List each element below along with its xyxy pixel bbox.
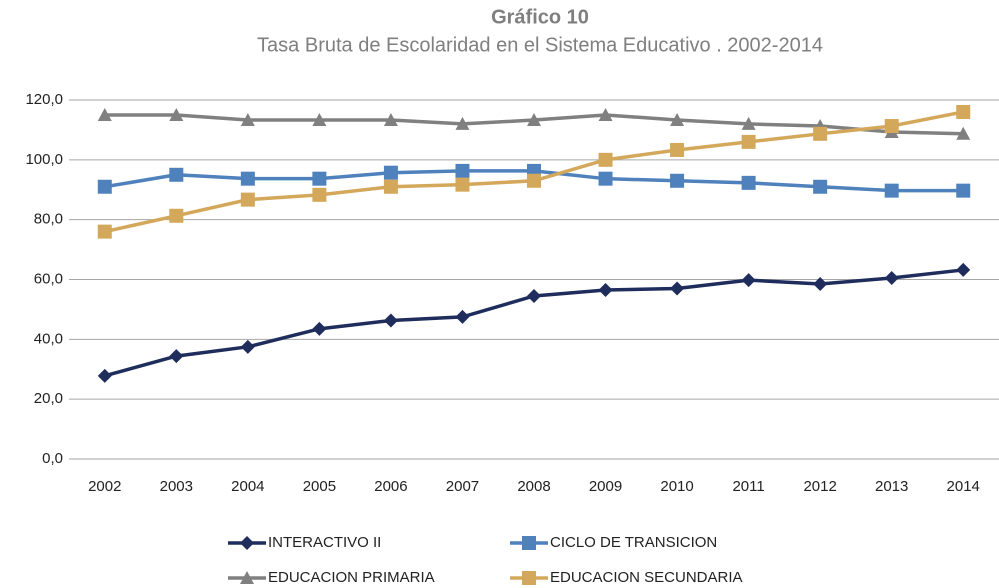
x-tick-label: 2005 xyxy=(303,478,336,495)
x-tick-label: 2011 xyxy=(732,478,764,495)
y-tick-label: 40,0 xyxy=(34,330,63,347)
data-point xyxy=(169,167,184,182)
data-point xyxy=(383,165,398,180)
data-point xyxy=(598,107,613,121)
data-point xyxy=(383,313,398,328)
data-point xyxy=(169,208,184,223)
data-point xyxy=(741,134,756,149)
data-point xyxy=(670,113,685,127)
data-point xyxy=(97,107,112,121)
data-point xyxy=(240,171,255,186)
data-point xyxy=(884,119,899,134)
data-point xyxy=(813,179,828,194)
data-point xyxy=(956,262,971,277)
x-tick-label: 2007 xyxy=(446,478,479,495)
legend-marker xyxy=(522,536,536,550)
x-tick-label: 2006 xyxy=(374,478,407,495)
data-point xyxy=(169,107,184,121)
legend-marker xyxy=(240,536,254,550)
data-point xyxy=(312,171,327,186)
data-point xyxy=(97,224,112,239)
legend-label: EDUCACION PRIMARIA xyxy=(268,569,435,586)
data-point xyxy=(956,104,971,119)
data-point xyxy=(598,282,613,297)
data-point xyxy=(527,288,541,303)
y-tick-label: 80,0 xyxy=(34,211,63,228)
data-point xyxy=(312,187,327,202)
data-point xyxy=(97,179,112,194)
data-point xyxy=(956,126,971,140)
data-point xyxy=(455,163,470,178)
y-tick-label: 0,0 xyxy=(42,450,63,467)
data-point xyxy=(527,113,541,127)
data-point xyxy=(813,276,828,291)
x-tick-label: 2003 xyxy=(160,478,193,495)
data-point xyxy=(455,116,470,130)
data-point xyxy=(956,183,971,198)
data-point xyxy=(169,349,184,364)
data-point xyxy=(670,142,685,157)
chart-title: Gráfico 10 xyxy=(491,6,589,28)
legend-marker xyxy=(522,571,536,585)
data-point xyxy=(527,173,541,188)
data-point xyxy=(813,126,828,141)
data-point xyxy=(97,368,112,383)
x-tick-label: 2014 xyxy=(947,478,980,495)
data-point xyxy=(741,273,756,288)
data-point xyxy=(741,175,756,190)
legend-label: INTERACTIVO II xyxy=(268,534,381,551)
data-point xyxy=(598,171,613,186)
legend-label: EDUCACION SECUNDARIA xyxy=(550,569,743,586)
series-line xyxy=(104,268,964,378)
data-point xyxy=(598,152,613,167)
data-point xyxy=(240,113,255,127)
y-tick-label: 120,0 xyxy=(25,91,63,108)
data-point xyxy=(884,271,899,286)
x-tick-label: 2012 xyxy=(803,478,836,495)
x-tick-label: 2009 xyxy=(589,478,622,495)
legend-label: CICLO DE TRANSICION xyxy=(550,534,717,551)
y-tick-label: 20,0 xyxy=(34,390,63,407)
x-tick-label: 2002 xyxy=(88,478,121,495)
data-point xyxy=(455,177,470,192)
data-point xyxy=(240,339,255,354)
x-tick-label: 2004 xyxy=(231,478,264,495)
data-point xyxy=(383,113,398,127)
x-tick-label: 2008 xyxy=(517,478,550,495)
data-point xyxy=(312,321,327,336)
data-point xyxy=(670,281,685,296)
data-point xyxy=(741,116,756,130)
data-point xyxy=(884,183,899,198)
x-tick-label: 2010 xyxy=(660,478,693,495)
data-point xyxy=(383,179,398,194)
legend-marker xyxy=(240,571,254,584)
x-tick-label: 2013 xyxy=(875,478,908,495)
data-point xyxy=(455,309,470,324)
y-tick-label: 60,0 xyxy=(34,270,63,287)
chart-subtitle: Tasa Bruta de Escolaridad en el Sistema … xyxy=(257,34,823,56)
data-point xyxy=(312,113,327,127)
data-point xyxy=(670,173,685,188)
data-point xyxy=(240,192,255,207)
y-tick-label: 100,0 xyxy=(25,151,63,168)
